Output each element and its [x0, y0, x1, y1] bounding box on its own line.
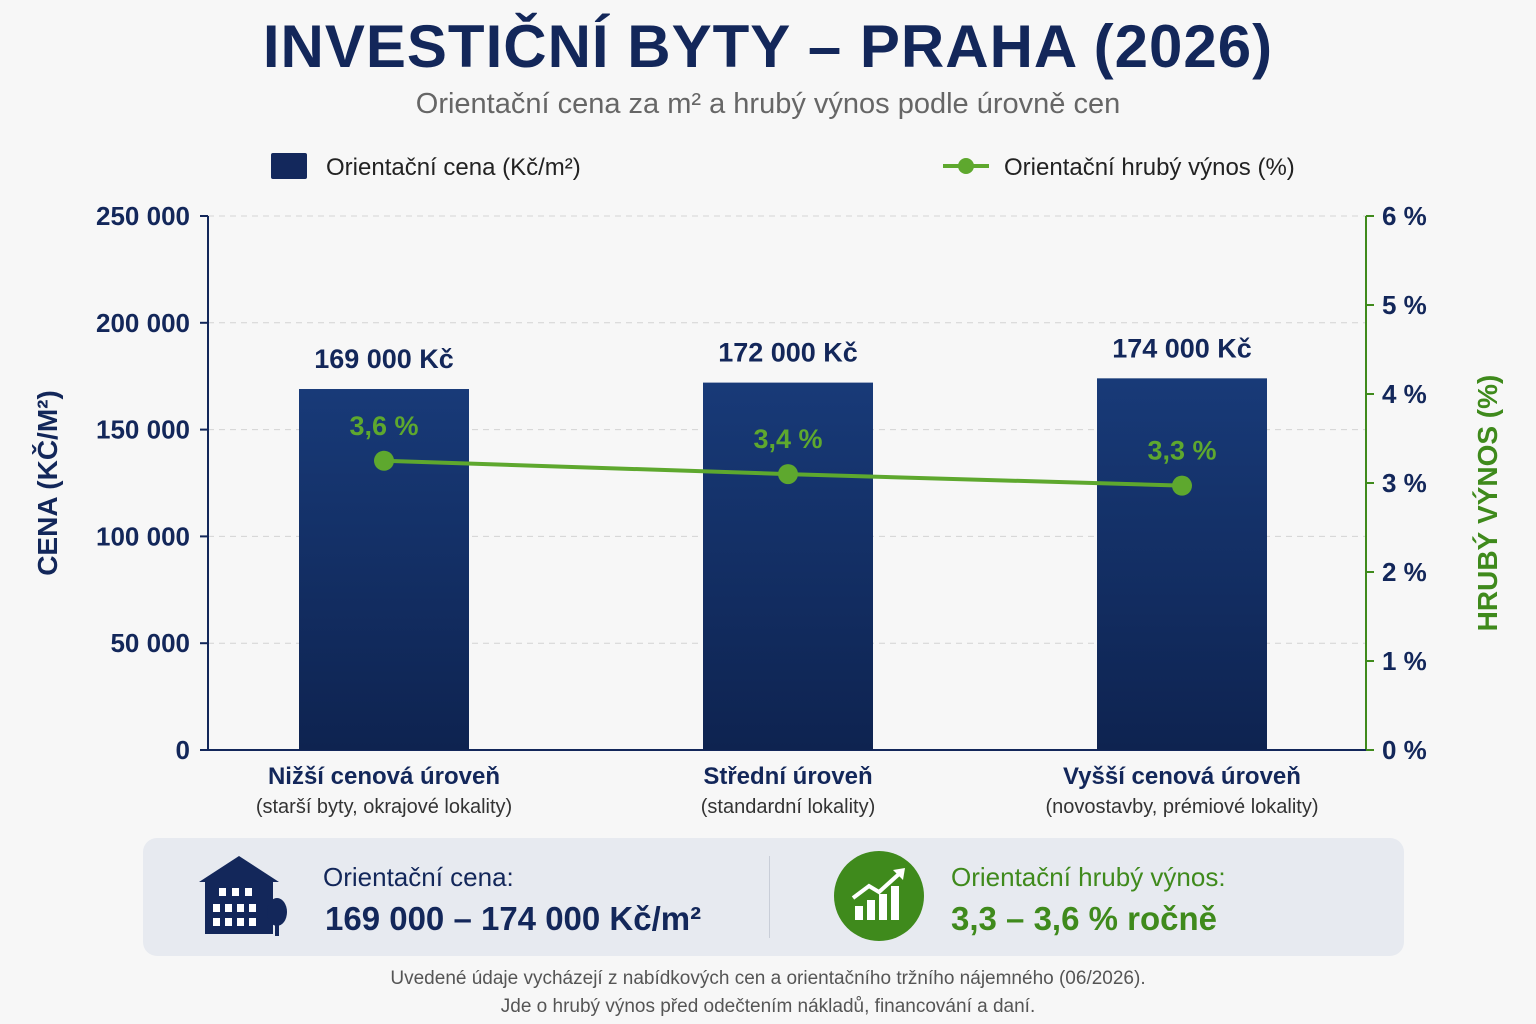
x-category-note: (starší byty, okrajové lokality) [256, 796, 512, 818]
price-summary-label: Orientační cena: [323, 862, 514, 892]
bar-value-label: 169 000 Kč [314, 344, 454, 374]
x-category-label: Nižší cenová úroveň [268, 763, 500, 790]
y-tick-label-left: 0 [176, 735, 190, 765]
bar-value-label: 172 000 Kč [718, 338, 858, 368]
chart-title: INVESTIČNÍ BYTY – PRAHA (2026) [262, 13, 1274, 80]
y-tick-label-left: 150 000 [96, 415, 190, 445]
y-tick-label-right: 3 % [1382, 468, 1427, 498]
bar [703, 382, 873, 750]
y-tick-label-right: 6 % [1382, 201, 1427, 231]
chart-area: 0 50 000 100 000 150 000 200 000 250 000 0 % 1 … [31, 153, 1503, 818]
y-tick-label-left: 250 000 [96, 201, 190, 231]
bar [299, 389, 469, 750]
footnote-disclaimer: Jde o hrubý výnos před odečtením nákladů… [500, 996, 1036, 1017]
yield-summary-label: Orientační hrubý výnos: [951, 862, 1226, 892]
growth-chart-icon [834, 851, 924, 941]
legend-swatch-point [958, 158, 974, 174]
yield-summary-value: 3,3 – 3,6 % ročně [951, 900, 1217, 937]
summary-divider [769, 856, 770, 938]
y-axis-title-left: CENA (KČ/M²) [31, 390, 63, 576]
y-tick-label-right: 1 % [1382, 646, 1427, 676]
bar-value-label: 174 000 Kč [1112, 333, 1252, 363]
y-tick-label-left: 200 000 [96, 308, 190, 338]
price-summary-value: 169 000 – 174 000 Kč/m² [325, 900, 702, 937]
summary-panel: Orientační cena: 169 000 – 174 000 Kč/m²… [143, 838, 1404, 956]
yield-point [374, 450, 394, 471]
y-tick-label-left: 100 000 [96, 521, 190, 551]
house-icon [199, 856, 287, 936]
legend-label-line: Orientační hrubý výnos (%) [1004, 154, 1295, 181]
y-tick-label-right: 4 % [1382, 379, 1427, 409]
legend-label-bar: Orientační cena (Kč/m²) [326, 154, 581, 181]
y-axis-title-right: HRUBÝ VÝNOS (%) [1472, 375, 1503, 632]
footnote-source: Uvedené údaje vycházejí z nabídkových ce… [390, 968, 1146, 989]
x-category-note: (standardní lokality) [701, 796, 876, 818]
legend-swatch-bar [271, 153, 307, 179]
y-tick-label-left: 50 000 [110, 628, 190, 658]
y-tick-label-right: 5 % [1382, 290, 1427, 320]
y-tick-label-right: 0 % [1382, 735, 1427, 765]
yield-value-label: 3,4 % [753, 424, 822, 454]
chart-subtitle: Orientační cena za m² a hrubý výnos podl… [415, 88, 1121, 120]
x-category-note: (novostavby, prémiové lokality) [1045, 796, 1318, 818]
bar [1097, 378, 1267, 750]
x-category-label: Vyšší cenová úroveň [1063, 763, 1301, 790]
yield-value-label: 3,3 % [1147, 436, 1216, 466]
yield-value-label: 3,6 % [349, 411, 418, 441]
x-category-label: Střední úroveň [703, 763, 872, 790]
yield-point [1172, 475, 1192, 496]
y-tick-label-right: 2 % [1382, 557, 1427, 587]
yield-point [778, 464, 798, 485]
